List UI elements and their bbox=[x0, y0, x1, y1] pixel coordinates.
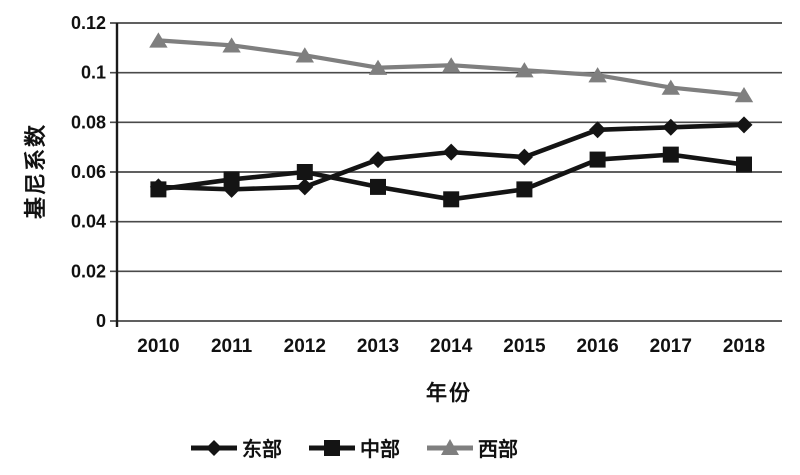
triangle-marker bbox=[734, 87, 754, 103]
y-tick-label: 0.12 bbox=[71, 13, 106, 33]
legend: 东部 中部 西部 bbox=[0, 433, 800, 462]
x-tick-label: 2011 bbox=[211, 336, 253, 357]
x-tick-label: 2017 bbox=[650, 336, 692, 357]
x-tick-label: 2015 bbox=[503, 336, 546, 357]
triangle-marker bbox=[295, 47, 314, 63]
square-marker bbox=[662, 146, 679, 163]
x-tick-label: 2010 bbox=[137, 336, 179, 357]
y-tick-label: 0.04 bbox=[71, 212, 106, 232]
legend-triangle-icon bbox=[427, 438, 473, 455]
diamond-marker bbox=[442, 143, 460, 161]
diamond-marker bbox=[515, 148, 533, 166]
y-tick-label: 0.08 bbox=[71, 112, 106, 132]
x-axis-title: 年份 bbox=[426, 382, 472, 405]
triangle-marker bbox=[442, 57, 461, 73]
triangle-marker bbox=[515, 62, 534, 78]
legend-item: 西部 bbox=[426, 433, 518, 462]
diamond-marker bbox=[735, 116, 753, 134]
x-tick-label: 2012 bbox=[284, 336, 326, 357]
square-marker bbox=[370, 178, 386, 195]
triangle-marker bbox=[661, 79, 680, 95]
legend-square-icon bbox=[309, 439, 355, 456]
triangle-marker bbox=[222, 37, 241, 53]
diamond-marker bbox=[589, 121, 607, 139]
legend-label: 东部 bbox=[242, 439, 282, 461]
x-tick-label: 2016 bbox=[576, 336, 618, 357]
square-marker bbox=[736, 156, 752, 173]
diamond-marker bbox=[296, 178, 314, 196]
y-tick-label: 0.1 bbox=[81, 63, 106, 83]
legend-diamond-icon bbox=[191, 439, 237, 456]
legend-label: 中部 bbox=[360, 439, 400, 461]
y-tick-label: 0.02 bbox=[71, 261, 106, 281]
triangle-marker bbox=[588, 67, 607, 83]
diamond-marker bbox=[369, 151, 387, 169]
square-marker bbox=[223, 171, 240, 188]
x-tick-label: 2014 bbox=[430, 336, 473, 357]
triangle-marker bbox=[368, 59, 388, 75]
square-marker bbox=[296, 164, 313, 180]
x-tick-label: 2013 bbox=[357, 336, 399, 357]
y-tick-label: 0 bbox=[96, 311, 106, 331]
square-marker bbox=[589, 151, 606, 168]
square-marker bbox=[150, 181, 167, 198]
y-axis-title: 基尼系数 bbox=[23, 122, 48, 220]
triangle-marker bbox=[149, 32, 168, 48]
x-tick-label: 2018 bbox=[723, 336, 765, 357]
legend-item: 中部 bbox=[308, 433, 400, 462]
square-marker bbox=[443, 191, 460, 208]
square-marker bbox=[516, 181, 533, 198]
y-tick-label: 0.06 bbox=[71, 162, 106, 182]
diamond-marker bbox=[662, 118, 680, 136]
legend-item: 东部 bbox=[190, 433, 282, 462]
legend-label: 西部 bbox=[478, 439, 518, 461]
